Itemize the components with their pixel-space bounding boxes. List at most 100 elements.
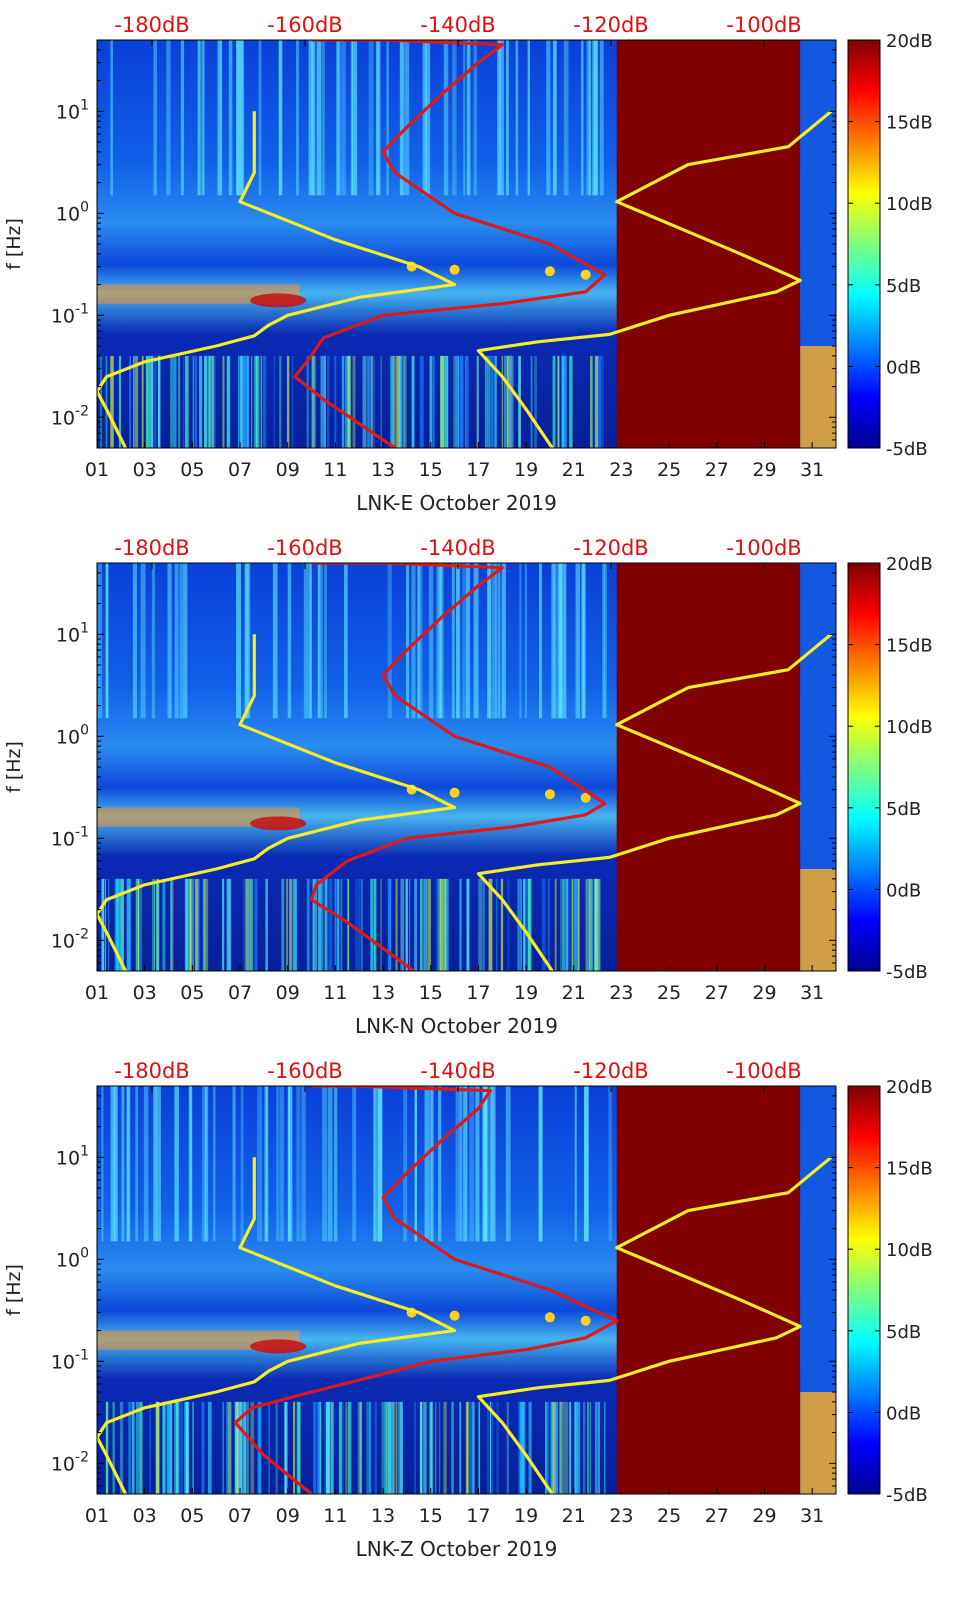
low-freq-stripe [207,1401,212,1494]
high-freq-streak [140,563,146,719]
x-tick-label: 25 [657,982,681,1004]
high-freq-streak [602,563,606,719]
low-freq-stripe [202,878,206,971]
colorbar-tick-label: 20dB [886,1077,933,1098]
low-freq-stripe [199,355,203,448]
low-freq-stripe [254,355,258,448]
low-freq-stripe [414,878,418,971]
high-freq-streak [180,40,185,196]
low-freq-stripe [194,878,198,971]
low-freq-stripe [596,1401,600,1494]
colorbar-tick-label: -5dB [886,1485,928,1506]
low-freq-stripe [399,1401,403,1494]
low-freq-stripe [557,355,559,448]
low-freq-stripe [420,1401,423,1494]
low-freq-stripe [368,1401,371,1494]
low-freq-stripe [170,355,173,448]
high-freq-streak [376,40,380,196]
low-freq-stripe [476,355,478,448]
high-freq-streak [506,40,509,196]
low-freq-stripe [598,1401,601,1494]
low-freq-stripe [162,878,166,971]
x-tick-label: 03 [133,982,157,1004]
low-freq-stripe [488,878,493,971]
high-freq-streak [313,40,316,196]
high-freq-streak [343,40,346,196]
high-freq-streak [197,40,201,196]
low-freq-stripe [341,1401,344,1494]
y-tick-exponent: -2 [75,926,89,942]
low-freq-stripe [234,1401,239,1494]
top-tick-label: -120dB [573,13,648,37]
low-freq-stripe [240,1401,243,1494]
high-freq-streak [400,40,404,196]
low-freq-stripe [244,355,249,448]
low-freq-stripe [112,1401,115,1494]
x-tick-label: 13 [371,1505,395,1527]
low-freq-stripe [495,878,498,971]
low-freq-stripe [395,878,398,971]
low-freq-stripe [527,878,532,971]
x-tick-label: 05 [180,982,204,1004]
low-freq-stripe [286,878,288,971]
high-freq-streak [204,1086,209,1242]
low-freq-stripe [173,355,177,448]
low-freq-stripe [460,355,464,448]
high-freq-streak [465,563,471,719]
low-freq-stripe [481,878,484,971]
low-freq-stripe [578,878,580,971]
low-freq-stripe [506,1401,509,1494]
low-freq-stripe [138,878,140,971]
high-freq-streak [491,563,496,719]
high-freq-streak [553,40,556,196]
low-freq-stripe [118,878,123,971]
x-tick-label: 09 [276,982,300,1004]
high-freq-streak [552,40,557,196]
low-freq-stripe [237,355,240,448]
low-freq-stripe [598,878,601,971]
high-freq-streak [456,563,461,719]
high-freq-streak [378,1086,383,1242]
high-freq-streak [174,1086,179,1242]
high-freq-streak [334,1086,338,1242]
high-freq-streak [278,40,282,196]
low-freq-stripe [593,878,598,971]
low-freq-stripe [226,1401,230,1494]
low-freq-stripe [135,878,140,971]
high-freq-streak [403,1086,408,1242]
low-freq-stripe [254,878,258,971]
y-tick-exponent: -1 [75,824,89,840]
top-tick-label: -140dB [420,536,495,560]
x-axis-label: LNK-N October 2019 [355,1014,558,1038]
low-freq-stripe [559,1401,561,1494]
high-freq-streak [599,40,604,196]
low-freq-stripe [242,355,247,448]
low-freq-stripe [189,878,192,971]
microseism-band [97,807,300,827]
low-freq-stripe [134,355,139,448]
plot-area [97,563,836,971]
high-freq-streak [499,40,504,196]
low-freq-stripe [226,355,228,448]
low-freq-stripe [257,1401,262,1494]
high-freq-streak [436,563,441,719]
low-freq-stripe [238,1401,243,1494]
low-freq-stripe [552,1401,556,1494]
low-freq-stripe [158,355,160,448]
high-freq-streak [368,40,374,196]
low-freq-stripe [185,1401,189,1494]
high-freq-streak [588,40,592,196]
low-freq-stripe [340,878,343,971]
low-freq-stripe [317,1401,321,1494]
high-freq-streak [463,1086,468,1242]
low-freq-stripe [153,878,156,971]
high-freq-streak [276,1086,279,1242]
low-freq-stripe [477,878,481,971]
low-freq-stripe [489,355,491,448]
low-freq-stripe [368,1401,372,1494]
x-tick-label: 07 [228,459,252,481]
low-freq-stripe [104,878,107,971]
high-freq-streak [438,563,443,719]
high-freq-streak [553,563,558,719]
low-freq-stripe [387,878,391,971]
